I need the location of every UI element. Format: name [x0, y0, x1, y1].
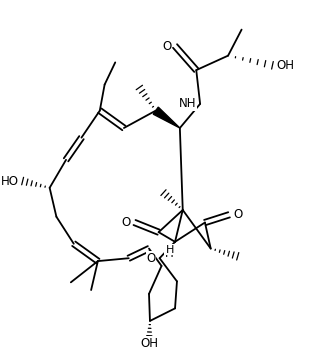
- Text: H: H: [166, 245, 174, 254]
- Text: O: O: [233, 208, 242, 221]
- Text: O: O: [147, 252, 156, 265]
- Text: O: O: [121, 216, 131, 229]
- Text: OH: OH: [276, 59, 294, 72]
- Text: HO: HO: [1, 175, 19, 188]
- Text: OH: OH: [140, 337, 158, 350]
- Text: NH: NH: [179, 98, 196, 111]
- Text: H: H: [165, 247, 173, 260]
- Text: O: O: [162, 39, 171, 52]
- Polygon shape: [153, 107, 180, 128]
